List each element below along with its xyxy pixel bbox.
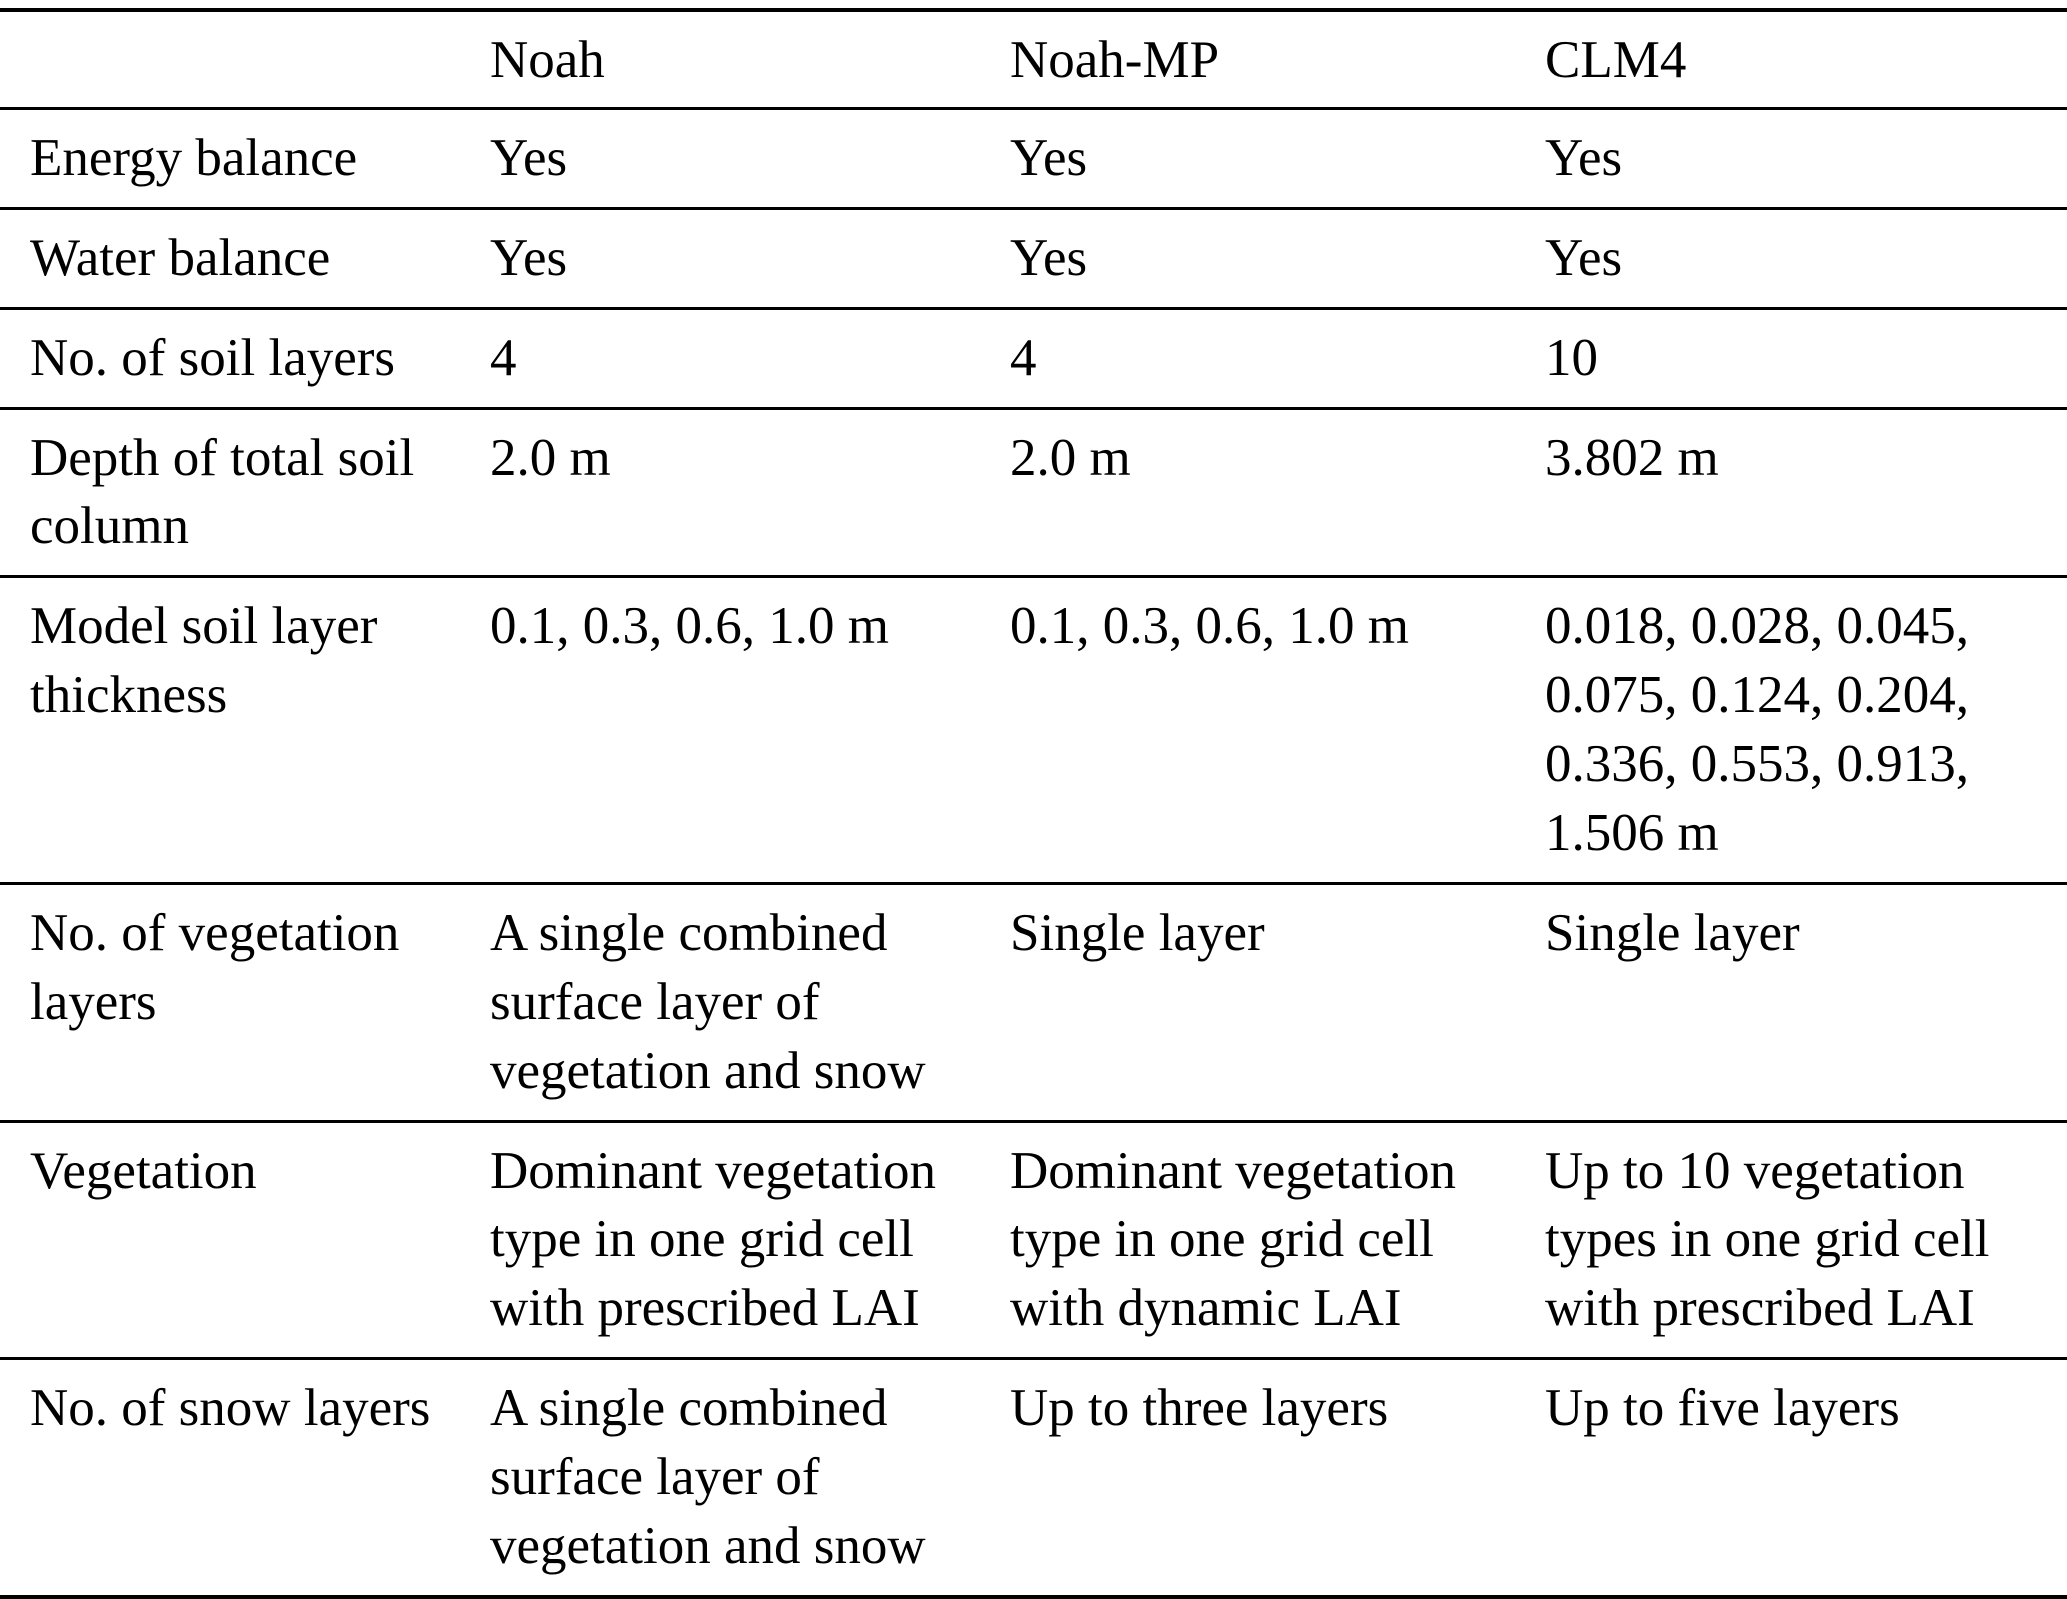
table-row-no-of-snow-layers: No. of snow layers A single combined sur… bbox=[0, 1359, 2067, 1597]
cell-noah: Yes bbox=[490, 108, 1010, 210]
cell-noah-mp: Yes bbox=[1010, 108, 1545, 210]
row-label: Depth of total soil column bbox=[0, 408, 490, 579]
row-label: Water balance bbox=[0, 208, 490, 310]
row-label: No. of snow layers bbox=[30, 1379, 431, 1438]
cell-noah-mp: Single layer bbox=[1010, 883, 1545, 1123]
cell-noah-mp: Dominant vegetation type in one grid cel… bbox=[1010, 1121, 1545, 1361]
cell-clm4: Up to 10 vegetation types in one grid ce… bbox=[1545, 1121, 2067, 1361]
header-cell-clm4: CLM4 bbox=[1545, 10, 2067, 110]
header-cell-property bbox=[0, 10, 490, 110]
cell-noah-mp: Up to three layers bbox=[1010, 1379, 1389, 1438]
cell-clm4: Single layer bbox=[1545, 883, 2067, 1123]
cell-noah-mp: 0.1, 0.3, 0.6, 1.0 m bbox=[1010, 576, 1545, 885]
table-row-vegetation: Vegetation Dominant vegetation type in o… bbox=[0, 1121, 2067, 1361]
row-label: No. of soil layers bbox=[0, 308, 490, 410]
cell-noah: Yes bbox=[490, 208, 1010, 310]
header-cell-noah: Noah bbox=[490, 10, 1010, 110]
cell-noah: A single combined surface layer of veget… bbox=[490, 883, 1010, 1123]
cell-clm4: 10 bbox=[1545, 308, 2067, 410]
table-row-depth-of-total-soil-column: Depth of total soil column 2.0 m 2.0 m 3… bbox=[0, 408, 2067, 579]
table-row-no-of-vegetation-layers: No. of vegetation layers A single combin… bbox=[0, 883, 2067, 1123]
row-label: Model soil layer thickness bbox=[0, 576, 490, 885]
cell-noah-mp: 2.0 m bbox=[1010, 408, 1545, 579]
header-cell-noah-mp: Noah-MP bbox=[1010, 10, 1545, 110]
row-label: No. of vegetation layers bbox=[0, 883, 490, 1123]
cell-noah-mp: 4 bbox=[1010, 308, 1545, 410]
table-row-water-balance: Water balance Yes Yes Yes bbox=[0, 208, 2067, 310]
cell-noah: A single combined surface layer of veget… bbox=[490, 1379, 926, 1576]
cell-clm4: 0.018, 0.028, 0.045, 0.075, 0.124, 0.204… bbox=[1545, 576, 2067, 885]
cell-noah-mp: Yes bbox=[1010, 208, 1545, 310]
cell-clm4: 3.802 m bbox=[1545, 408, 2067, 579]
table-row-energy-balance: Energy balance Yes Yes Yes bbox=[0, 108, 2067, 210]
cell-clm4: Yes bbox=[1545, 208, 2067, 310]
cell-noah: 0.1, 0.3, 0.6, 1.0 m bbox=[490, 576, 1010, 885]
header-row: Noah Noah-MP CLM4 bbox=[0, 10, 2067, 110]
model-comparison-table: Noah Noah-MP CLM4 Energy balance Yes Yes… bbox=[0, 8, 2067, 1599]
row-label: Vegetation bbox=[0, 1121, 490, 1361]
cell-clm4: Yes bbox=[1545, 108, 2067, 210]
table-row-model-soil-layer-thickness: Model soil layer thickness 0.1, 0.3, 0.6… bbox=[0, 576, 2067, 885]
cell-noah: 4 bbox=[490, 308, 1010, 410]
table-row-no-of-soil-layers: No. of soil layers 4 4 10 bbox=[0, 308, 2067, 410]
cell-noah: Dominant vegetation type in one grid cel… bbox=[490, 1121, 1010, 1361]
cell-clm4: Up to five layers bbox=[1545, 1379, 1900, 1438]
cell-noah: 2.0 m bbox=[490, 408, 1010, 579]
row-label: Energy balance bbox=[0, 108, 490, 210]
